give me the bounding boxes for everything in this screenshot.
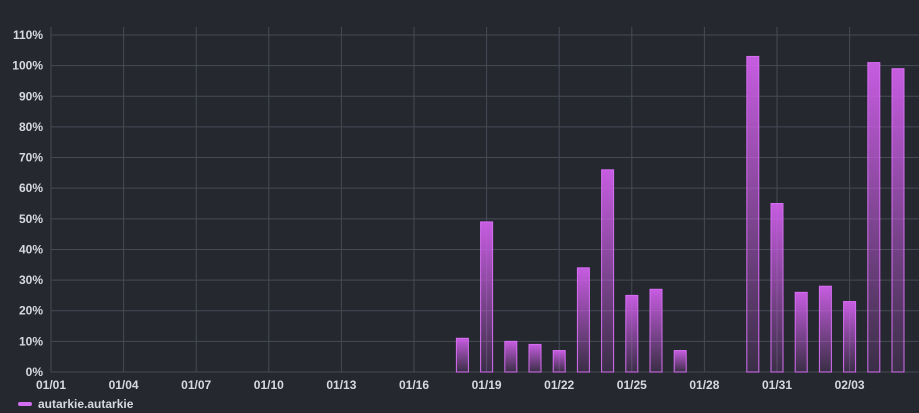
bar [480,221,494,373]
legend-label: autarkie.autarkie [38,397,134,411]
bar [770,203,784,373]
bar [818,285,832,373]
y-tick-label: 90% [19,89,43,103]
x-tick-label: 02/03 [835,378,865,392]
bar [625,294,639,373]
bars [455,55,905,373]
y-tick-label: 40% [19,242,43,256]
y-tick-label: 0% [26,365,44,379]
bar [528,343,542,373]
x-tick-label: 01/28 [689,378,719,392]
y-tick-label: 100% [12,59,43,73]
bar-chart: 0% 10% 20% 30% 40% 50% 60% 70% 80% 90% 100% 110% 01… [12,27,919,392]
bar [891,68,905,373]
x-tick-label: 01/07 [181,378,211,392]
y-tick-label: 20% [19,304,43,318]
x-tick-label: 01/19 [472,378,502,392]
bar [673,350,687,373]
x-tick-label: 01/22 [544,378,574,392]
bar [843,301,857,373]
bar [552,350,566,373]
x-tick-label: 01/01 [36,378,66,392]
y-tick-label: 50% [19,212,43,226]
y-tick-label: 10% [19,334,43,348]
bar [867,62,881,373]
y-tick-label: 80% [19,120,43,134]
x-tick-label: 01/13 [326,378,356,392]
x-tick-label: 01/04 [109,378,139,392]
bar [794,291,808,373]
y-tick-label: 110% [13,28,43,42]
x-tick-label: 01/31 [762,378,792,392]
bar [455,337,469,373]
x-tick-label: 01/16 [399,378,429,392]
y-axis-ticks: 0% 10% 20% 30% 40% 50% 60% 70% 80% 90% 100% 110% [12,28,43,379]
legend[interactable]: autarkie.autarkie [18,397,133,411]
y-tick-label: 60% [19,181,43,195]
bar [504,340,518,373]
y-tick-label: 70% [19,151,43,165]
bar [746,55,760,373]
bar [649,288,663,373]
x-tick-label: 01/10 [254,378,284,392]
bar [601,169,615,373]
bar [576,267,590,373]
x-axis-ticks: 01/01 01/04 01/07 01/10 01/13 01/16 01/19 01/22… [36,378,865,392]
legend-swatch [18,402,32,406]
x-tick-label: 01/25 [617,378,647,392]
y-tick-label: 30% [19,273,43,287]
